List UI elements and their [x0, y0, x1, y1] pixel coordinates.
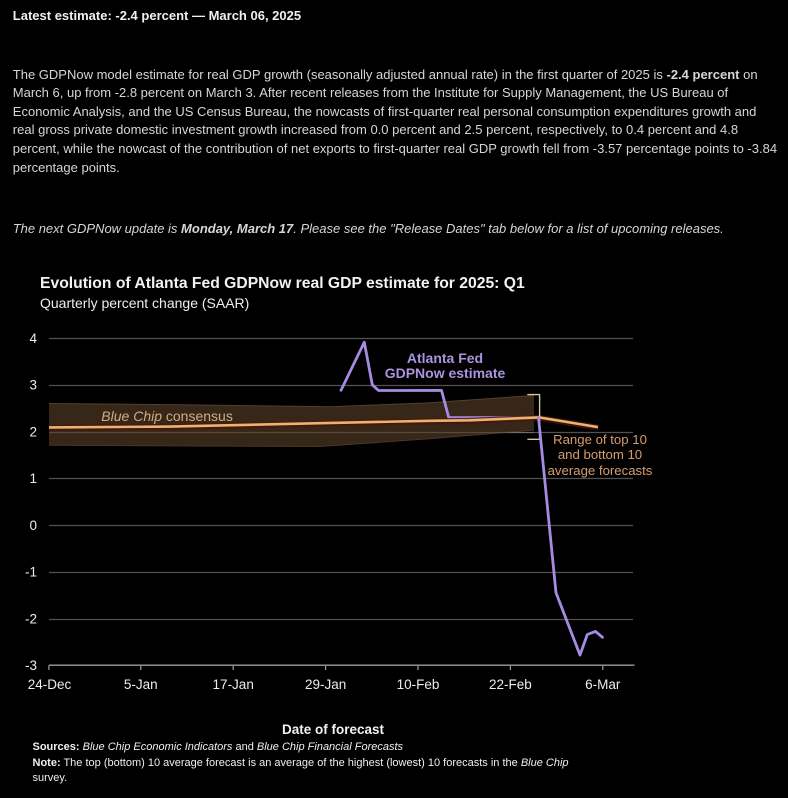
svg-text:4: 4 — [29, 331, 37, 346]
svg-text:22-Feb: 22-Feb — [489, 677, 532, 692]
svg-text:24-Dec: 24-Dec — [28, 677, 72, 692]
svg-text:-3: -3 — [25, 658, 37, 673]
svg-text:29-Jan: 29-Jan — [305, 677, 346, 692]
svg-text:-1: -1 — [25, 565, 37, 580]
svg-text:6-Mar: 6-Mar — [585, 677, 621, 692]
svg-text:3: 3 — [29, 378, 37, 393]
svg-text:2: 2 — [29, 424, 37, 439]
svg-text:1: 1 — [29, 471, 37, 486]
svg-text:0: 0 — [29, 518, 37, 533]
svg-text:17-Jan: 17-Jan — [213, 677, 254, 692]
svg-text:5-Jan: 5-Jan — [124, 677, 158, 692]
svg-text:-2: -2 — [25, 611, 37, 626]
svg-text:10-Feb: 10-Feb — [397, 677, 440, 692]
